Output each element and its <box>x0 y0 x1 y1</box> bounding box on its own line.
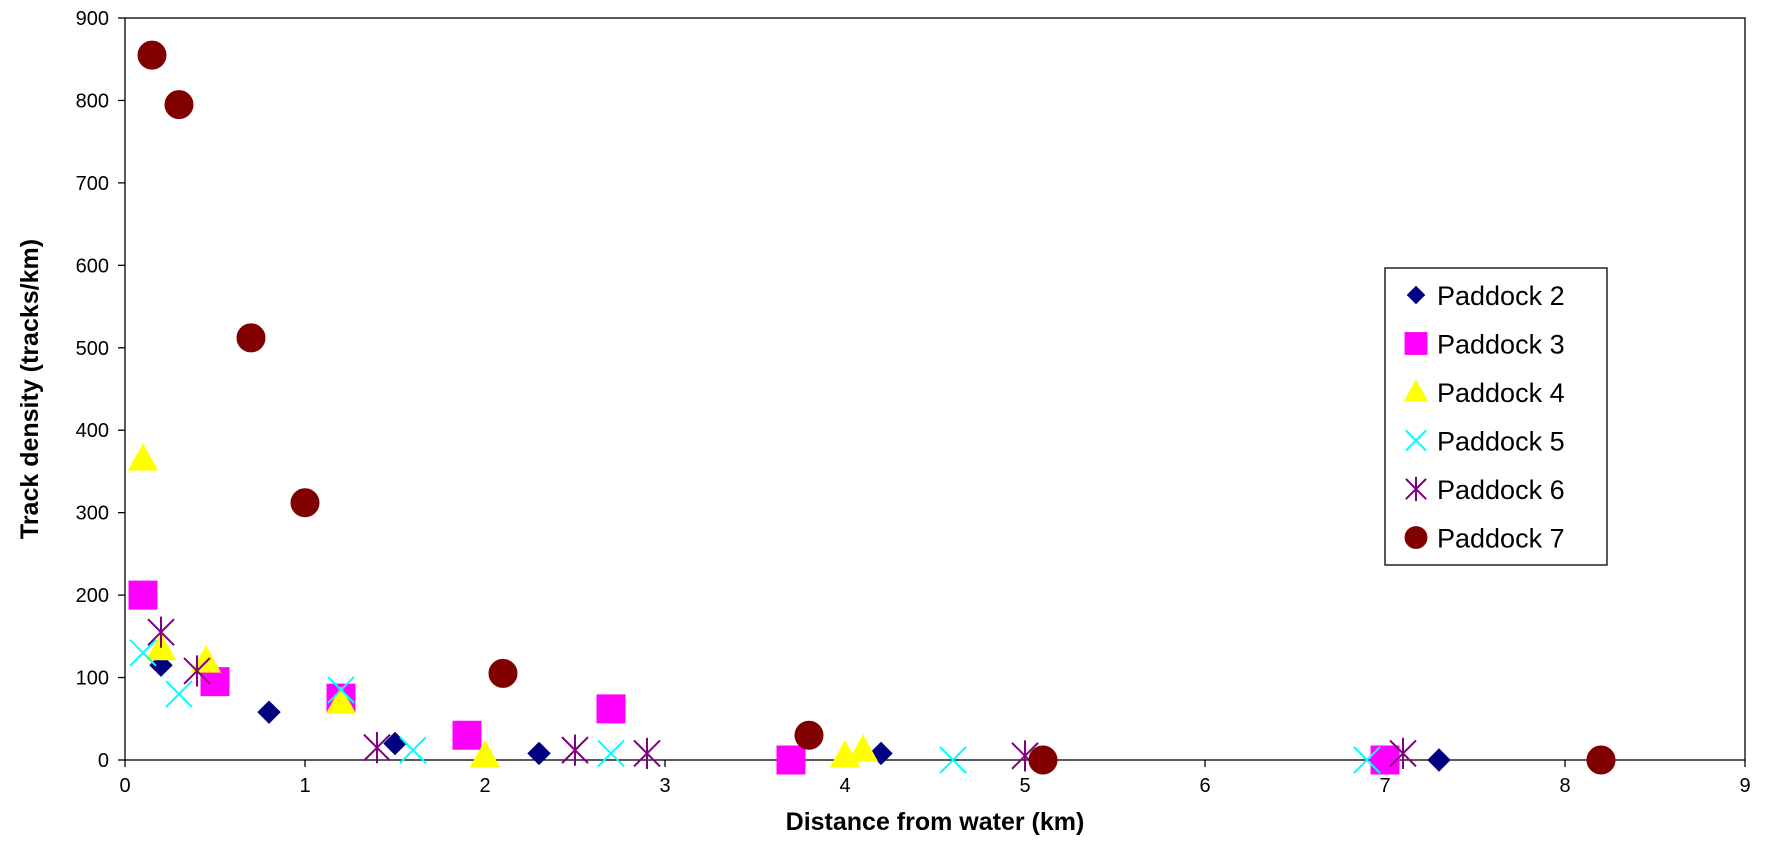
data-point <box>452 720 482 750</box>
series-paddock-5 <box>129 639 1381 774</box>
data-point <box>363 732 391 764</box>
legend-item: Paddock 2 <box>1406 281 1565 311</box>
legend-label: Paddock 4 <box>1437 378 1565 408</box>
data-point <box>127 443 159 471</box>
legend-item: Paddock 5 <box>1405 427 1565 457</box>
data-point <box>257 700 281 724</box>
series-paddock-6 <box>147 616 1417 772</box>
series-paddock-7 <box>137 40 1616 775</box>
y-tick-label: 900 <box>76 8 109 30</box>
y-tick-label: 700 <box>76 173 109 195</box>
data-point <box>165 680 193 708</box>
data-point <box>190 645 222 673</box>
data-point <box>236 323 266 353</box>
x-tick-label: 9 <box>1739 775 1750 797</box>
data-point <box>1353 746 1381 774</box>
data-point <box>1370 745 1400 775</box>
y-axis-title: Track density (tracks/km) <box>16 239 44 539</box>
data-point <box>794 720 824 750</box>
legend-item: Paddock 7 <box>1404 524 1565 554</box>
legend-marker <box>1405 476 1427 502</box>
y-tick-label: 500 <box>76 338 109 360</box>
legend-marker <box>1404 379 1428 402</box>
data-points <box>127 40 1616 775</box>
y-tick-label: 400 <box>76 420 109 442</box>
x-tick-label: 5 <box>1019 775 1030 797</box>
x-tick-label: 3 <box>659 775 670 797</box>
series-paddock-3 <box>128 580 1400 775</box>
x-tick-label: 4 <box>839 775 850 797</box>
data-point <box>183 655 211 687</box>
y-tick-label: 800 <box>76 90 109 112</box>
legend-label: Paddock 2 <box>1437 281 1565 311</box>
legend-label: Paddock 3 <box>1437 330 1565 360</box>
legend-item: Paddock 6 <box>1405 475 1565 505</box>
data-point <box>597 739 625 768</box>
data-point <box>561 734 589 766</box>
x-tick-label: 8 <box>1559 775 1570 797</box>
y-tick-label: 100 <box>76 668 109 690</box>
x-tick-label: 2 <box>479 775 490 797</box>
x-tick-label: 6 <box>1199 775 1210 797</box>
data-point <box>128 580 158 610</box>
y-tick-label: 200 <box>76 585 109 607</box>
data-point <box>633 737 661 770</box>
data-point <box>776 745 806 775</box>
data-point <box>1586 745 1616 775</box>
legend-marker <box>1404 526 1428 549</box>
data-point <box>469 739 501 768</box>
data-point <box>1427 748 1451 772</box>
axes: 0 1 2 3 4 5 6 7 8 9 0 100 200 300 400 500 600 700 800 900 <box>76 8 1751 797</box>
legend-marker <box>1405 429 1427 452</box>
y-tick-label: 600 <box>76 255 109 277</box>
legend-item: Paddock 3 <box>1404 330 1565 360</box>
data-point <box>164 90 194 120</box>
data-point <box>129 639 157 667</box>
data-point <box>327 676 355 704</box>
data-point <box>596 694 626 724</box>
data-point <box>147 616 175 648</box>
data-point <box>1028 745 1058 775</box>
series-paddock-4 <box>127 443 879 768</box>
legend-label: Paddock 7 <box>1437 524 1565 554</box>
data-point <box>137 40 167 70</box>
x-tick-label: 7 <box>1379 775 1390 797</box>
legend-marker <box>1406 285 1426 305</box>
data-point <box>383 731 407 756</box>
legend-item: Paddock 4 <box>1404 378 1565 408</box>
plot-area-frame <box>124 17 1746 761</box>
x-tick-label: 0 <box>119 775 130 797</box>
data-point <box>847 734 879 762</box>
legend-label: Paddock 5 <box>1437 427 1565 457</box>
x-tick-label: 1 <box>299 775 310 797</box>
y-tick-label: 300 <box>76 503 109 525</box>
data-point <box>325 686 357 714</box>
legend-box <box>1384 267 1608 566</box>
data-point <box>1389 737 1417 770</box>
legend-marker <box>1404 332 1428 355</box>
x-axis-title: Distance from water (km) <box>786 808 1085 836</box>
y-tick-label: 0 <box>98 750 109 772</box>
data-point <box>939 746 967 774</box>
data-point <box>290 488 320 518</box>
legend-label: Paddock 6 <box>1437 475 1565 505</box>
legend: Paddock 2 Paddock 3 Paddock 4 Paddock 5 Padd… <box>1384 267 1608 566</box>
data-point <box>488 658 518 688</box>
data-point <box>399 736 427 764</box>
data-point <box>527 741 551 766</box>
